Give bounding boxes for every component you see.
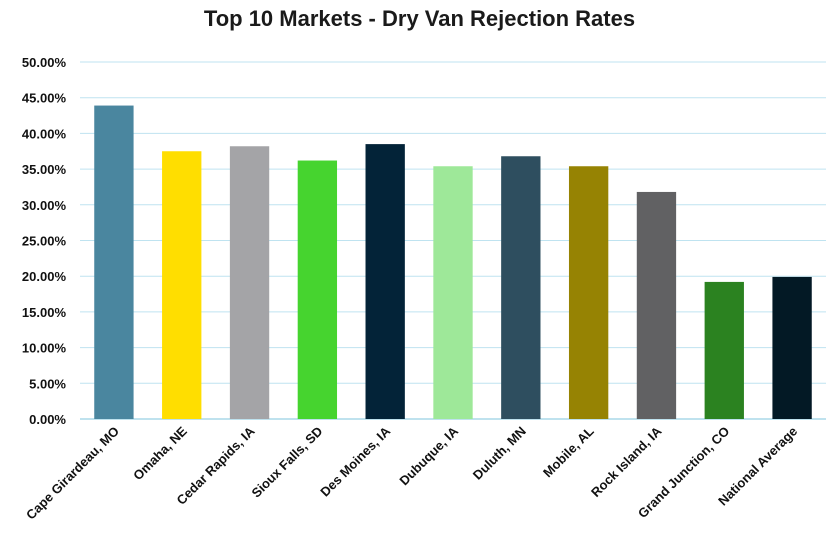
chart-title: Top 10 Markets - Dry Van Rejection Rates xyxy=(203,6,636,31)
y-tick-label: 10.00% xyxy=(22,341,67,356)
bar xyxy=(162,151,202,419)
y-tick-label: 25.00% xyxy=(22,234,67,249)
y-tick-label: 30.00% xyxy=(22,198,67,213)
bar xyxy=(433,166,473,419)
x-tick-label: Mobile, AL xyxy=(540,423,597,480)
bar xyxy=(501,156,541,420)
bar xyxy=(297,160,338,420)
y-tick-label: 0.00% xyxy=(29,412,66,427)
bar xyxy=(704,281,744,419)
x-tick-label: Rock Island, IA xyxy=(588,423,665,500)
y-tick-label: 50.00% xyxy=(22,55,67,70)
y-tick-label: 40.00% xyxy=(22,126,67,141)
bar xyxy=(365,144,405,420)
y-tick-label: 20.00% xyxy=(22,269,67,284)
x-tick-label: Duluth, MN xyxy=(470,424,529,483)
x-tick-label: Sioux Falls, SD xyxy=(248,424,325,501)
bars xyxy=(94,105,812,420)
bar xyxy=(568,166,609,419)
y-tick-label: 45.00% xyxy=(22,91,67,106)
y-tick-label: 5.00% xyxy=(29,376,66,391)
x-tick-label: Des Moines, IA xyxy=(317,423,393,499)
x-tick-label: Omaha, NE xyxy=(130,423,190,483)
bar xyxy=(229,146,270,419)
y-axis: 0.00% 5.00% 10.00% 15.00% 20.00% 25.00% 30.00%… xyxy=(22,55,67,427)
bar xyxy=(94,105,134,419)
x-tick-label: Dubuque, IA xyxy=(396,423,461,488)
y-tick-label: 15.00% xyxy=(22,305,67,320)
y-tick-label: 35.00% xyxy=(22,162,67,177)
bar xyxy=(636,191,677,419)
bar xyxy=(772,276,812,419)
x-tick-label: Cape Girardeau, MO xyxy=(23,424,122,523)
